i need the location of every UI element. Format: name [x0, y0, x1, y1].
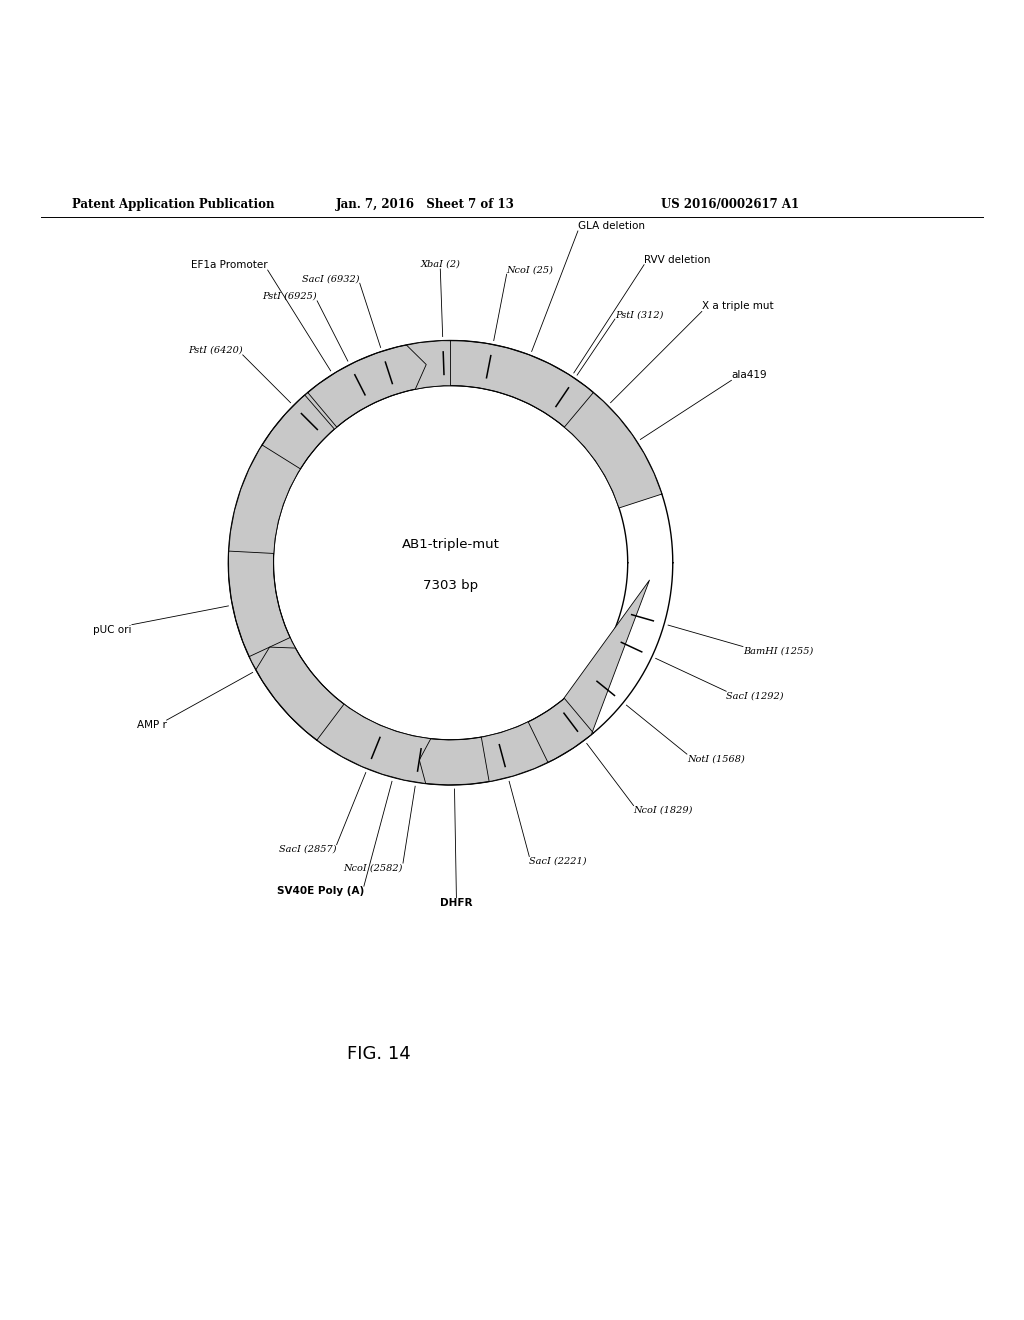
Text: pUC ori: pUC ori — [93, 624, 132, 635]
Polygon shape — [451, 341, 593, 426]
Polygon shape — [228, 550, 290, 656]
Text: SV40E Poly (A): SV40E Poly (A) — [276, 886, 364, 896]
Polygon shape — [228, 341, 662, 785]
Text: BamHI (1255): BamHI (1255) — [742, 647, 813, 656]
Text: SacI (1292): SacI (1292) — [726, 692, 783, 700]
Text: Patent Application Publication: Patent Application Publication — [72, 198, 274, 211]
Text: NotI (1568): NotI (1568) — [687, 754, 744, 763]
Text: GLA deletion: GLA deletion — [578, 220, 645, 231]
Text: SacI (2857): SacI (2857) — [280, 845, 337, 854]
Text: NcoI (25): NcoI (25) — [507, 265, 554, 275]
Text: FIG. 14: FIG. 14 — [347, 1045, 411, 1063]
Text: X a triple mut: X a triple mut — [701, 301, 773, 312]
Text: 7303 bp: 7303 bp — [423, 578, 478, 591]
Text: US 2016/0002617 A1: US 2016/0002617 A1 — [660, 198, 799, 211]
Polygon shape — [419, 737, 489, 785]
Text: SacI (6932): SacI (6932) — [302, 275, 359, 284]
Text: ala419: ala419 — [731, 371, 767, 380]
Polygon shape — [262, 395, 335, 469]
Text: AB1-triple-mut: AB1-triple-mut — [401, 537, 500, 550]
Polygon shape — [256, 647, 344, 741]
Text: AMP r: AMP r — [137, 721, 167, 730]
Text: PstI (6420): PstI (6420) — [188, 346, 243, 355]
Text: PstI (312): PstI (312) — [614, 310, 664, 319]
Text: Jan. 7, 2016   Sheet 7 of 13: Jan. 7, 2016 Sheet 7 of 13 — [336, 198, 514, 211]
Polygon shape — [308, 345, 426, 426]
Text: RVV deletion: RVV deletion — [644, 255, 711, 265]
Text: NcoI (2582): NcoI (2582) — [344, 863, 403, 873]
Text: DHFR: DHFR — [440, 898, 473, 908]
Text: NcoI (1829): NcoI (1829) — [634, 805, 693, 814]
Text: SacI (2221): SacI (2221) — [529, 857, 587, 866]
Text: PstI (6925): PstI (6925) — [262, 292, 317, 301]
Text: XbaI (2): XbaI (2) — [421, 260, 460, 269]
Text: EF1a Promoter: EF1a Promoter — [191, 260, 267, 271]
Polygon shape — [528, 698, 593, 763]
